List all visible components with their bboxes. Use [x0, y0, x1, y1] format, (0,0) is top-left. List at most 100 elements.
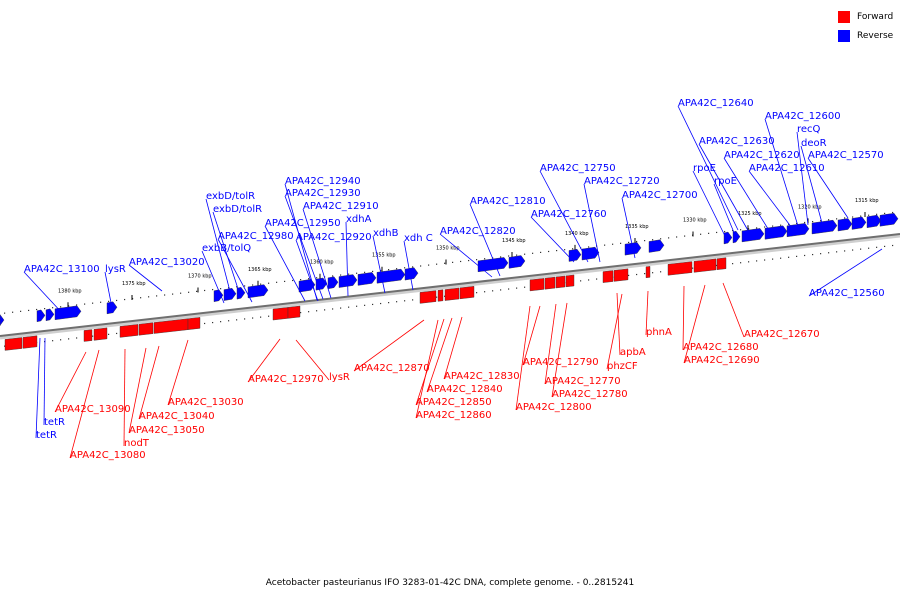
scale-dot — [492, 290, 494, 292]
reverse-gene-arrow — [376, 268, 406, 284]
scale-dot — [652, 272, 654, 274]
label-leader-line — [764, 118, 799, 227]
scale-dot — [748, 261, 750, 263]
reverse-gene-label: APA42C_12930 — [285, 188, 361, 199]
scale-dot — [316, 310, 318, 312]
reverse-gene-arrow — [764, 225, 788, 240]
reverse-gene-arrow — [723, 231, 733, 245]
scale-dot — [420, 265, 422, 267]
scale-dot — [596, 278, 598, 280]
scale-dot — [28, 309, 30, 312]
scale-dot — [340, 307, 342, 309]
label-leader-line — [284, 183, 318, 301]
scale-dot — [68, 338, 70, 340]
forward-gene-arrow — [187, 317, 201, 330]
scale-dot — [788, 223, 790, 225]
label-leader-line — [522, 305, 541, 366]
label-leader-line — [415, 319, 439, 419]
reverse-gene-arrow — [247, 284, 269, 299]
scale-dot — [44, 308, 46, 310]
scale-dot — [52, 307, 54, 309]
forward-gene-label: APA42C_12800 — [516, 402, 592, 413]
label-leader-line — [796, 131, 809, 226]
scale-dot — [252, 284, 254, 286]
label-leader-line — [43, 337, 46, 426]
reverse-gene-label: APA42C_12920 — [296, 232, 372, 243]
forward-gene-label: APA42C_12970 — [248, 374, 324, 385]
legend-forward-label: Forward — [857, 11, 894, 22]
scale-dot — [796, 222, 798, 224]
scale-dot — [92, 302, 94, 304]
scale-dot — [524, 253, 526, 255]
label-leader-line — [616, 292, 621, 356]
reverse-gene-label: APA42C_12720 — [584, 176, 660, 187]
forward-gene-arrow — [272, 307, 289, 321]
scale-dot — [716, 231, 718, 234]
scale-dot — [660, 238, 662, 240]
scale-dot — [796, 255, 798, 257]
label-leader-line — [544, 303, 557, 385]
scale-dot — [756, 260, 758, 262]
label-leader-line — [123, 348, 126, 447]
reverse-gene-label: xdh C — [404, 233, 433, 244]
scale-dot — [508, 288, 510, 290]
reverse-gene-label: APA42C_12980 — [218, 231, 294, 242]
label-leader-line — [683, 284, 706, 364]
reverse-gene-label: tetR — [36, 430, 57, 441]
scale-dot — [500, 256, 502, 258]
reverse-gene-arrow — [879, 213, 899, 227]
scale-dot — [564, 249, 566, 251]
scale-dot — [484, 291, 486, 293]
scale-dot — [700, 233, 702, 235]
scale-dot — [268, 282, 270, 284]
scale-dot — [276, 281, 278, 283]
scale-tick-label: 1330 kbp — [683, 217, 707, 223]
label-leader-line — [682, 285, 685, 351]
label-leader-line — [295, 239, 319, 302]
forward-gene-arrow — [667, 261, 693, 276]
scale-dot — [660, 271, 662, 273]
scale-dot — [324, 309, 326, 311]
scale-dot — [508, 255, 510, 257]
reverse-gene-arrow — [477, 257, 509, 273]
scale-dot — [372, 303, 374, 306]
label-leader-line — [439, 233, 493, 278]
scale-dot — [300, 312, 302, 314]
forward-gene-arrow — [602, 270, 614, 283]
scale-dot — [308, 278, 310, 280]
forward-gene-label: APA42C_12690 — [684, 355, 760, 366]
label-leader-line — [403, 240, 414, 291]
scale-dot — [772, 225, 774, 227]
reverse-gene-arrow — [223, 288, 237, 301]
scale-dot — [196, 290, 198, 292]
scale-dot — [332, 275, 334, 277]
scale-dot — [668, 237, 670, 239]
reverse-gene-arrow — [54, 305, 82, 320]
scale-dot — [572, 248, 574, 250]
scale-dot — [172, 293, 174, 295]
scale-dot — [708, 232, 710, 234]
forward-gene-label: lysR — [329, 372, 350, 383]
scale-dot — [780, 257, 782, 259]
label-leader-line — [515, 305, 531, 411]
forward-gene-arrow — [437, 289, 444, 302]
reverse-gene-arrow — [36, 309, 46, 323]
label-leader-line — [345, 221, 349, 297]
scale-dot — [612, 243, 614, 245]
scale-dot — [116, 299, 118, 302]
legend-reverse-label: Reverse — [857, 30, 894, 41]
scale-dot — [36, 308, 38, 311]
label-leader-line — [295, 339, 330, 381]
reverse-gene-label: APA42C_12950 — [265, 218, 341, 229]
label-leader-line — [128, 264, 163, 292]
label-leader-line — [264, 225, 306, 302]
label-leader-line — [247, 338, 281, 383]
scale-dot — [692, 267, 694, 269]
scale-dot — [636, 273, 638, 276]
scale-dot — [76, 304, 78, 306]
label-leader-line — [723, 157, 771, 233]
scale-dot — [348, 306, 350, 308]
forward-gene-arrow — [459, 286, 475, 300]
scale-dot — [372, 270, 374, 273]
